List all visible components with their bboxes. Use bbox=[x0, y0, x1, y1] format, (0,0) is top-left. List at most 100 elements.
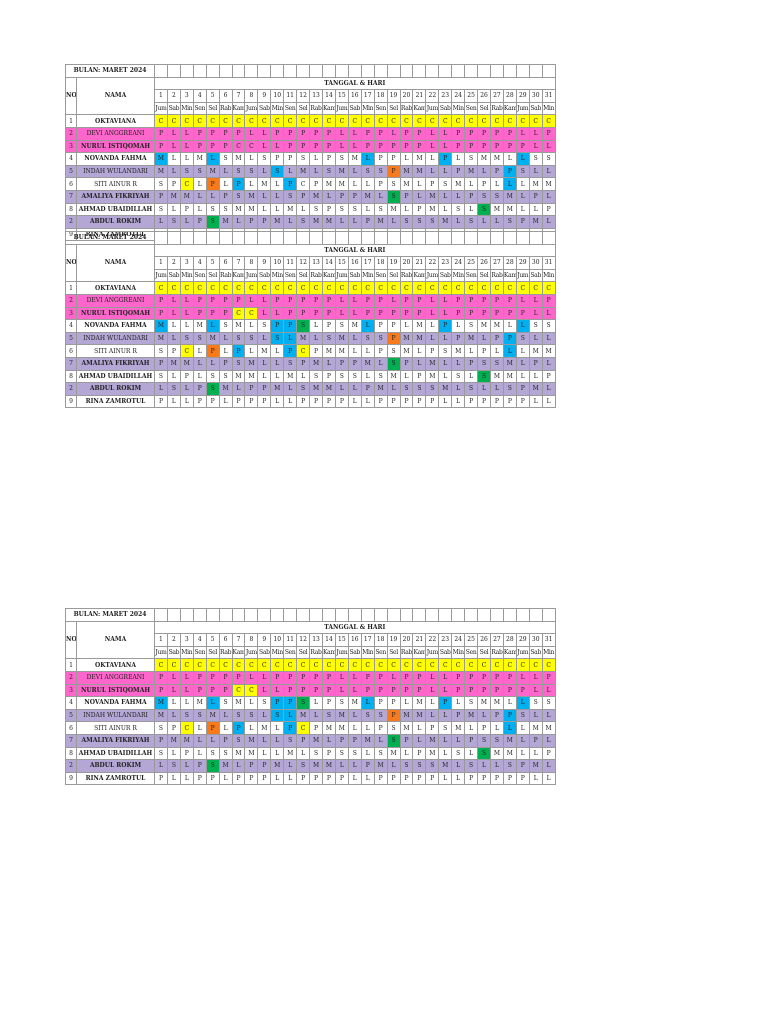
shift-cell: P bbox=[399, 356, 414, 371]
shift-cell: S bbox=[154, 177, 168, 191]
shift-cell: L bbox=[425, 696, 440, 710]
shift-cell: P bbox=[386, 683, 401, 698]
shift-cell: L bbox=[321, 356, 336, 371]
date-header: 30 bbox=[528, 89, 543, 103]
shift-cell: S bbox=[386, 356, 401, 371]
blank-cell bbox=[296, 608, 311, 622]
shift-cell: L bbox=[412, 356, 427, 371]
shift-cell: L bbox=[502, 344, 517, 358]
shift-cell: M bbox=[192, 696, 207, 710]
shift-cell: C bbox=[257, 658, 272, 672]
blank-cell bbox=[309, 64, 323, 78]
shift-cell: L bbox=[179, 319, 194, 333]
day-header: Sen bbox=[192, 268, 207, 283]
date-header: 28 bbox=[502, 89, 517, 103]
shift-cell: P bbox=[205, 293, 220, 308]
date-header: 29 bbox=[515, 89, 530, 103]
shift-cell: L bbox=[438, 369, 453, 384]
shift-cell: L bbox=[360, 771, 375, 786]
shift-cell: P bbox=[425, 177, 440, 191]
shift-cell: M bbox=[192, 319, 207, 333]
shift-cell: P bbox=[244, 771, 259, 786]
day-header: Sen bbox=[464, 101, 479, 116]
shift-cell: S bbox=[477, 189, 491, 204]
day-header: Kam bbox=[321, 268, 336, 283]
day-header: Sen bbox=[464, 645, 479, 660]
shift-cell: P bbox=[321, 771, 336, 786]
table-row: 8 AHMAD UBAIDILLAH S L P L S S M M L L M L S P S S L S M L P M L… bbox=[65, 369, 556, 384]
shift-cell: L bbox=[192, 344, 207, 358]
shift-cell: M bbox=[399, 164, 414, 179]
shift-cell: L bbox=[166, 771, 181, 786]
shift-cell: S bbox=[373, 202, 388, 217]
blank-cell bbox=[231, 231, 246, 245]
date-header: 19 bbox=[386, 89, 401, 103]
table-row: 8 AHMAD UBAIDILLAH S L P L S S M M L L M L S P S S L S M L P M L… bbox=[65, 746, 556, 761]
shift-cell: S bbox=[399, 215, 414, 229]
shift-cell: L bbox=[218, 708, 233, 723]
blank-cell bbox=[257, 231, 272, 245]
shift-cell: M bbox=[489, 202, 504, 217]
shift-cell: C bbox=[412, 281, 427, 295]
shift-cell: L bbox=[477, 331, 491, 346]
employee-name: ABDUL ROKIM bbox=[76, 759, 155, 773]
shift-cell: L bbox=[477, 164, 491, 179]
shift-cell: P bbox=[218, 683, 233, 698]
shift-cell: P bbox=[192, 670, 207, 685]
shift-cell: C bbox=[205, 114, 220, 128]
day-header: Jum bbox=[154, 101, 168, 116]
shift-cell: P bbox=[192, 306, 207, 321]
shift-cell: S bbox=[205, 202, 220, 217]
shift-cell: M bbox=[412, 164, 427, 179]
shift-cell: P bbox=[218, 126, 233, 141]
shift-cell: C bbox=[244, 683, 259, 698]
shift-cell: C bbox=[192, 281, 207, 295]
shift-cell: L bbox=[347, 344, 362, 358]
shift-cell: L bbox=[309, 331, 323, 346]
employee-name: DEVI ANGGREANI bbox=[76, 670, 155, 685]
shift-cell: L bbox=[541, 683, 556, 698]
shift-cell: M bbox=[386, 746, 401, 761]
shift-cell: M bbox=[425, 189, 440, 204]
shift-cell: L bbox=[166, 331, 181, 346]
shift-cell: M bbox=[166, 356, 181, 371]
shift-cell: P bbox=[477, 683, 491, 698]
shift-cell: M bbox=[244, 189, 259, 204]
shift-cell: S bbox=[154, 344, 168, 358]
employee-name: ABDUL ROKIM bbox=[76, 382, 155, 396]
date-header: 27 bbox=[489, 89, 504, 103]
shift-cell: L bbox=[334, 382, 349, 396]
day-header: Kam bbox=[231, 101, 246, 116]
shift-cell: P bbox=[502, 394, 517, 409]
shift-cell: P bbox=[205, 670, 220, 685]
shift-cell: L bbox=[205, 356, 220, 371]
shift-cell: P bbox=[412, 306, 427, 321]
shift-cell: M bbox=[541, 344, 556, 358]
shift-cell: M bbox=[451, 721, 466, 735]
shift-cell: M bbox=[296, 331, 311, 346]
date-header: 27 bbox=[489, 633, 504, 647]
shift-cell: L bbox=[347, 177, 362, 191]
shift-cell: L bbox=[541, 708, 556, 723]
shift-cell: S bbox=[438, 344, 453, 358]
shift-cell: M bbox=[309, 215, 323, 229]
table-row: 2 ABDUL ROKIM L S L P S M L P P M L S M M L L P M L S S S M L S L L S… bbox=[65, 382, 556, 396]
row-number: 1 bbox=[65, 114, 77, 128]
shift-cell: S bbox=[464, 319, 479, 333]
shift-cell: S bbox=[218, 746, 233, 761]
date-header: 22 bbox=[425, 256, 440, 270]
shift-cell: P bbox=[477, 293, 491, 308]
date-header: 16 bbox=[347, 633, 362, 647]
shift-cell: L bbox=[166, 746, 181, 761]
shift-cell: L bbox=[464, 721, 479, 735]
shift-cell: P bbox=[489, 708, 504, 723]
blank-cell bbox=[179, 231, 194, 245]
shift-cell: S bbox=[296, 759, 311, 773]
shift-cell: P bbox=[373, 152, 388, 166]
date-header: 14 bbox=[321, 633, 336, 647]
day-header: Jum bbox=[244, 645, 259, 660]
shift-cell: L bbox=[477, 708, 491, 723]
row-number: 5 bbox=[65, 164, 77, 179]
shift-cell: M bbox=[257, 344, 272, 358]
row-number: 2 bbox=[65, 215, 77, 229]
